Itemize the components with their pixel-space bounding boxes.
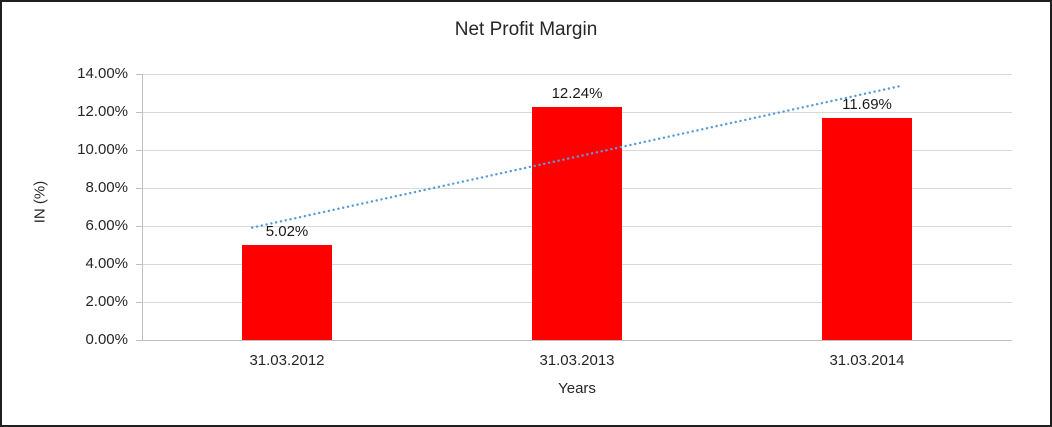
y-axis-tick-mark — [136, 226, 142, 227]
x-axis-category-label: 31.03.2013 — [539, 352, 615, 369]
y-axis-tick-label: 12.00% — [77, 103, 128, 120]
y-axis-tick-mark — [136, 340, 142, 341]
plot-area: 5.02% 12.24% 11.69% — [142, 74, 1012, 340]
gridline — [142, 74, 1012, 75]
bar-31.03.2014[interactable] — [822, 117, 912, 340]
y-axis-tick-mark — [136, 112, 142, 113]
x-axis-category-label: 31.03.2014 — [829, 352, 905, 369]
y-axis-tick-label: 8.00% — [85, 179, 128, 196]
y-axis-tick-label: 2.00% — [85, 293, 128, 310]
y-axis-tick-label: 4.00% — [85, 255, 128, 272]
bar-31.03.2013[interactable] — [532, 107, 622, 340]
y-axis-tick-mark — [136, 302, 142, 303]
y-axis-tick-mark — [136, 74, 142, 75]
y-axis-tick-mark — [136, 264, 142, 265]
y-axis-tick-label: 14.00% — [77, 65, 128, 82]
bar-31.03.2012[interactable] — [242, 244, 332, 340]
y-axis-tick-label: 0.00% — [85, 331, 128, 348]
chart-title: Net Profit Margin — [454, 19, 598, 40]
y-axis-tick-mark — [136, 188, 142, 189]
x-axis-title: Years — [558, 380, 596, 397]
bar-value-label: 11.69% — [842, 95, 892, 113]
x-axis-line — [142, 340, 1012, 341]
y-axis-line — [142, 74, 143, 341]
y-axis-tick-label: 6.00% — [85, 217, 128, 234]
bar-value-label: 5.02% — [265, 222, 309, 240]
y-axis-tick-mark — [136, 150, 142, 151]
x-axis-category-label: 31.03.2012 — [249, 352, 325, 369]
y-axis-tick-label: 10.00% — [77, 141, 128, 158]
bar-value-label: 12.24% — [551, 85, 603, 103]
